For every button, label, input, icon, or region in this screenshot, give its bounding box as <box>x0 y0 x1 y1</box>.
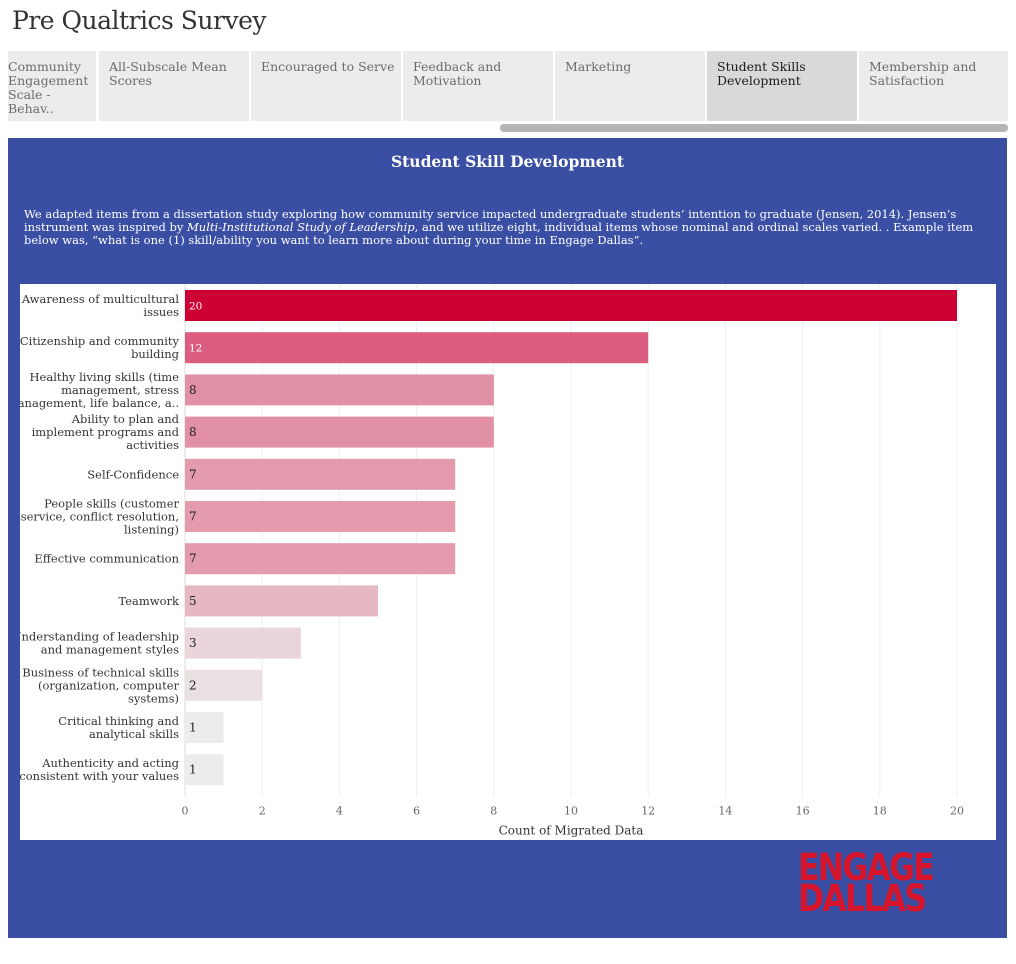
tab-label-line: Motivation <box>413 73 482 88</box>
tab-feedback-and-motivation[interactable]: Feedback and Motivation <box>403 51 553 121</box>
tab-marketing[interactable]: Marketing <box>555 51 705 121</box>
category-label: Ability to plan and <box>71 412 180 426</box>
category-label: service, conflict resolution, <box>21 510 179 524</box>
tab-label-line: Scale - Behav.. <box>8 87 54 116</box>
dashboard-panel: Student Skill Development We adapted ite… <box>8 138 1007 938</box>
category-label: Critical thinking and <box>58 714 179 728</box>
bar <box>185 669 263 701</box>
category-label: systems) <box>128 691 179 705</box>
category-label: building <box>131 347 180 361</box>
category-label: Understanding of leadership <box>20 630 179 644</box>
x-tick-label: 0 <box>182 804 189 817</box>
tab-encouraged-to-serve[interactable]: Encouraged to Serve <box>251 51 401 121</box>
x-axis-title: Count of Migrated Data <box>499 823 644 837</box>
category-label: management, stress <box>61 383 179 397</box>
tab-membership-and-satisfaction[interactable]: Membership and Satisfaction <box>859 51 1008 121</box>
category-label: Citizenship and community <box>20 334 179 348</box>
bar-value-label: 7 <box>189 510 197 524</box>
category-label: analytical skills <box>89 727 179 741</box>
category-label: Self-Confidence <box>87 467 179 481</box>
bar <box>185 585 378 617</box>
tab-label-line: Development <box>717 73 801 88</box>
category-label: Authenticity and acting <box>41 756 179 770</box>
category-label: Business of technical skills <box>22 665 179 679</box>
bar <box>185 712 224 743</box>
description-text: We adapted items from a dissertation stu… <box>24 207 957 234</box>
tab-label-line: Student Skills <box>717 59 806 74</box>
bar-value-label: 5 <box>189 594 197 608</box>
bar <box>185 543 456 575</box>
bar-value-label: 8 <box>189 425 197 439</box>
category-label: management, life balance, a.. <box>20 396 179 410</box>
tab-all-subscale-mean-scores[interactable]: All-Subscale Mean Scores <box>99 51 249 121</box>
bar-value-label: 3 <box>189 636 197 650</box>
category-label: listening) <box>124 523 179 537</box>
tab-label-line: Feedback and <box>413 59 502 74</box>
x-tick-label: 6 <box>413 804 420 817</box>
tab-student-skills-development[interactable]: Student Skills Development <box>707 51 857 121</box>
engage-dallas-logo: ENGAGE DALLAS <box>798 846 958 920</box>
bar-value-label: 12 <box>189 343 202 355</box>
tab-label-line: Encouraged to Serve <box>261 59 395 74</box>
bar-value-label: 2 <box>189 678 197 692</box>
category-label: Healthy living skills (time <box>30 370 180 384</box>
bar <box>185 458 456 490</box>
bar <box>185 501 456 532</box>
category-label: People skills (customer <box>44 497 179 511</box>
tab-label-line: Marketing <box>565 59 632 74</box>
bar <box>185 754 224 786</box>
tab-label-line: Scores <box>109 73 152 88</box>
category-label: and management styles <box>41 643 179 657</box>
description-text: , and we utilize eight, individual items… <box>24 220 974 247</box>
tab-scrollbar-thumb[interactable] <box>500 124 1008 132</box>
tab-label-line: Engagement <box>8 73 89 88</box>
category-label: implement programs and <box>32 425 180 439</box>
tab-label-line: Membership and <box>869 59 977 74</box>
page-title: Pre Qualtrics Survey <box>12 6 267 35</box>
x-tick-label: 20 <box>950 804 964 817</box>
bar <box>185 416 494 448</box>
tab-community-engagement[interactable]: Community Engagement Scale - Behav.. <box>8 51 96 121</box>
tab-label-line: Community <box>8 59 81 74</box>
bar-value-label: 1 <box>189 721 197 735</box>
category-label: Teamwork <box>118 594 180 608</box>
x-tick-label: 8 <box>490 804 497 817</box>
tab-label-line: Satisfaction <box>869 73 945 88</box>
tab-bar: Community Engagement Scale - Behav.. All… <box>8 51 1008 121</box>
logo-line: DALLAS <box>798 877 927 920</box>
panel-title: Student Skill Development <box>390 152 625 171</box>
bar <box>185 374 494 406</box>
bar-value-label: 7 <box>189 467 197 481</box>
category-label: Awareness of multicultural <box>21 292 179 306</box>
x-tick-label: 2 <box>259 804 266 817</box>
bar-value-label: 7 <box>189 552 197 566</box>
x-tick-label: 18 <box>873 804 887 817</box>
logo-line: ENGAGE <box>798 846 935 889</box>
tab-label-line: All-Subscale Mean <box>109 59 227 74</box>
x-tick-label: 16 <box>796 804 810 817</box>
category-label: issues <box>143 305 179 319</box>
category-label: Effective communication <box>34 552 179 566</box>
x-tick-label: 4 <box>336 804 343 817</box>
bar-value-label: 8 <box>189 383 197 397</box>
x-tick-label: 12 <box>641 804 655 817</box>
bar <box>185 627 301 659</box>
category-label: consistent with your values <box>20 769 179 783</box>
x-tick-label: 14 <box>718 804 732 817</box>
category-label: activities <box>126 438 179 452</box>
x-tick-label: 10 <box>564 804 578 817</box>
bar-chart: 20 Awareness of multicultural issues 12 Citi… <box>20 284 996 840</box>
bar <box>185 290 957 321</box>
description-italic-title: Multi-Institutional Study of Leadership <box>187 220 415 234</box>
bar-value-label: 20 <box>189 301 202 313</box>
bar-value-label: 1 <box>189 763 197 777</box>
bar <box>185 332 649 364</box>
category-label: (organization, computer <box>38 678 180 692</box>
panel-description: We adapted items from a dissertation stu… <box>24 208 994 247</box>
